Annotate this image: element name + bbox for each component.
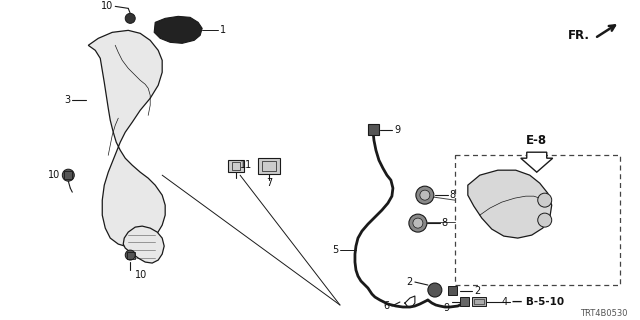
Circle shape bbox=[420, 190, 430, 200]
Circle shape bbox=[413, 218, 423, 228]
Bar bbox=[474, 299, 484, 304]
Bar bbox=[368, 124, 379, 135]
Text: 11: 11 bbox=[240, 160, 252, 170]
Bar bbox=[455, 155, 620, 285]
Polygon shape bbox=[124, 226, 164, 263]
Polygon shape bbox=[468, 170, 552, 238]
Text: FR.: FR. bbox=[568, 29, 589, 42]
Polygon shape bbox=[521, 152, 553, 172]
Polygon shape bbox=[88, 30, 165, 247]
Circle shape bbox=[538, 213, 552, 227]
Text: 9: 9 bbox=[394, 125, 400, 135]
Text: 10: 10 bbox=[101, 1, 113, 12]
Text: 1: 1 bbox=[220, 25, 227, 35]
Text: E-8: E-8 bbox=[526, 134, 547, 147]
Circle shape bbox=[62, 169, 74, 181]
Bar bbox=[228, 160, 244, 172]
Text: 10: 10 bbox=[135, 270, 147, 280]
Circle shape bbox=[428, 283, 442, 297]
Bar bbox=[262, 161, 276, 171]
Polygon shape bbox=[154, 16, 202, 43]
Text: 2: 2 bbox=[406, 277, 413, 287]
Text: 5: 5 bbox=[332, 245, 338, 255]
Bar bbox=[64, 171, 72, 179]
Text: TRT4B0530: TRT4B0530 bbox=[580, 308, 628, 317]
Text: 10: 10 bbox=[48, 170, 60, 180]
Text: 4: 4 bbox=[502, 297, 508, 307]
Text: 7: 7 bbox=[266, 178, 272, 188]
Bar bbox=[460, 297, 469, 306]
Bar bbox=[232, 162, 240, 170]
Bar bbox=[127, 252, 135, 259]
Text: 3: 3 bbox=[64, 95, 70, 105]
Text: 9: 9 bbox=[444, 303, 450, 313]
Text: 8: 8 bbox=[442, 218, 448, 228]
Text: 6: 6 bbox=[384, 301, 390, 311]
Circle shape bbox=[125, 13, 135, 23]
Bar bbox=[448, 286, 457, 295]
Bar bbox=[258, 158, 280, 174]
Circle shape bbox=[416, 186, 434, 204]
Circle shape bbox=[125, 250, 135, 260]
Text: 8: 8 bbox=[450, 190, 456, 200]
Circle shape bbox=[538, 193, 552, 207]
Bar bbox=[472, 297, 486, 306]
Circle shape bbox=[409, 214, 427, 232]
Text: 2: 2 bbox=[474, 286, 480, 296]
Text: — B-5-10: — B-5-10 bbox=[512, 297, 564, 307]
